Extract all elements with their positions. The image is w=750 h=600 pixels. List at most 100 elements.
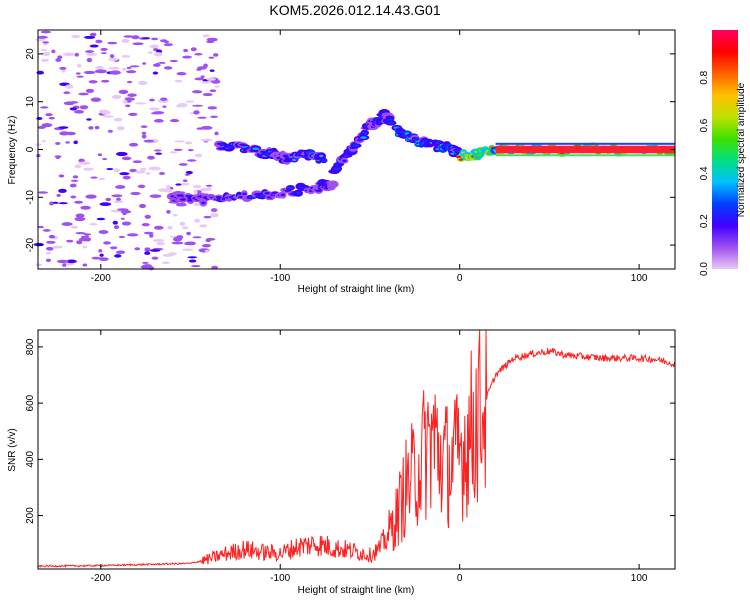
spectrogram-noise-blob [141, 134, 147, 139]
spectrogram-noise-blob [78, 92, 89, 96]
spectrogram-noise-blob [40, 106, 49, 109]
spectrogram-noise-blob [98, 177, 106, 181]
spectrogram-noise-blob [95, 65, 104, 70]
spectrogram-noise-blob [76, 63, 82, 68]
spectrogram-noise-blob [147, 155, 155, 160]
spectrogram-noise-blob [206, 77, 216, 81]
spectrogram-noise-blob [61, 222, 73, 226]
spectrogram-noise-blob [42, 41, 50, 44]
spectrogram-data [33, 30, 676, 271]
ridge-point [215, 196, 222, 199]
ridge-point [179, 198, 186, 201]
snr-y-label: SNR (v/v) [7, 428, 18, 471]
spectrogram-noise-blob [84, 50, 95, 53]
spectrogram-noise-blob [134, 247, 141, 251]
spectrogram-noise-blob [76, 240, 83, 245]
spectrogram-noise-blob [37, 35, 48, 39]
spectrogram-noise-blob [210, 208, 218, 213]
spectrogram-noise-blob [141, 223, 150, 227]
spectrogram-noise-blob [63, 91, 71, 95]
colorbar-tick-label: 0.0 [699, 262, 710, 276]
spectrogram-noise-blob [206, 187, 212, 191]
spectrogram-noise-blob [142, 261, 149, 264]
spectrogram-noise-blob [79, 105, 89, 110]
spectrogram-noise-blob [175, 183, 182, 186]
spectrogram-noise-blob [200, 125, 213, 130]
spectrogram-noise-blob [121, 156, 132, 161]
spectrogram-noise-blob [153, 225, 164, 230]
ridge-point [296, 191, 301, 195]
spectrogram-noise-blob [208, 56, 215, 59]
spectrogram-noise-blob [51, 49, 56, 54]
spectrogram-noise-blob [84, 237, 92, 242]
spectrogram-noise-blob [214, 131, 219, 136]
spectrogram-xtick-label: 0 [457, 273, 463, 284]
spectrogram-noise-blob [113, 225, 120, 230]
spectrogram-noise-blob [126, 66, 132, 69]
spectrogram-noise-blob [174, 79, 183, 83]
spectrogram-noise-blob [164, 40, 170, 44]
spectrogram-noise-blob [56, 193, 61, 197]
spectrogram-noise-blob [85, 88, 95, 93]
spectrogram-noise-blob [201, 243, 212, 248]
spectrogram-noise-blob [200, 138, 213, 142]
spectrogram-noise-blob [120, 217, 125, 220]
spectrogram-noise-blob [181, 248, 194, 251]
spectrogram-noise-blob [107, 57, 119, 61]
spectrogram-noise-blob [192, 90, 203, 94]
spectrogram-noise-blob [35, 263, 42, 267]
spectrogram-noise-blob [153, 149, 162, 152]
snr-xtick-label: 100 [631, 573, 648, 584]
spectrogram-noise-blob [100, 47, 108, 51]
spectrogram-noise-blob [203, 63, 208, 68]
spectrogram-noise-blob [202, 34, 210, 38]
spectrogram-noise-blob [74, 164, 82, 169]
spectrogram-noise-blob [66, 239, 74, 243]
spectrogram-noise-blob [148, 166, 161, 171]
spectrogram-noise-blob [209, 69, 215, 72]
spectrogram-noise-blob [113, 168, 120, 173]
spectrogram-noise-blob [58, 174, 65, 178]
spectrogram-noise-blob [192, 185, 202, 189]
spectrogram-noise-blob [119, 172, 130, 176]
spectrogram-noise-blob [172, 213, 178, 217]
spectrogram-noise-blob [152, 238, 165, 242]
ground-line-band [495, 145, 675, 154]
spectrogram-noise-blob [152, 63, 161, 67]
spectrogram-noise-blob [127, 93, 137, 97]
spectrogram-noise-blob [148, 51, 153, 54]
spectrogram-noise-blob [175, 202, 187, 207]
spectrogram-noise-blob [181, 226, 189, 230]
snr-frame [37, 329, 676, 570]
spectrogram-noise-blob [75, 232, 86, 235]
spectrogram-noise-blob [183, 48, 189, 53]
spectrogram-noise-blob [58, 188, 67, 193]
spectrogram-noise-blob [186, 159, 197, 162]
snr-panel: -200 -100 0 100 800 600 400 200 Height of strai… [7, 329, 676, 596]
spectrogram-noise-blob [97, 153, 103, 157]
spectrogram-noise-blob [149, 194, 162, 198]
spectrogram-noise-blob [168, 252, 177, 256]
spectrogram-noise-blob [126, 80, 133, 84]
spectrogram-noise-blob [181, 182, 190, 186]
ridge-point [333, 167, 340, 170]
spectrogram-noise-blob [62, 52, 75, 57]
spectrogram-noise-blob [121, 221, 132, 226]
spectrogram-noise-blob [158, 172, 165, 175]
spectrogram-noise-blob [194, 53, 203, 56]
spectrogram-ytick-label: 10 [25, 96, 36, 108]
ridge-point [435, 141, 441, 144]
spectrogram-noise-blob [134, 170, 146, 174]
snr-ytick-label: 600 [25, 394, 36, 411]
spectrogram-noise-blob [99, 202, 112, 207]
spectrogram-noise-blob [134, 102, 147, 105]
spectrogram-noise-blob [46, 246, 54, 251]
spectrogram-noise-blob [186, 231, 191, 236]
spectrogram-noise-blob [169, 59, 178, 63]
spectrogram-noise-blob [100, 79, 110, 83]
spectrogram-noise-blob [129, 65, 140, 68]
spectrogram-noise-blob [59, 131, 70, 136]
spectrogram-noise-blob [45, 251, 51, 255]
